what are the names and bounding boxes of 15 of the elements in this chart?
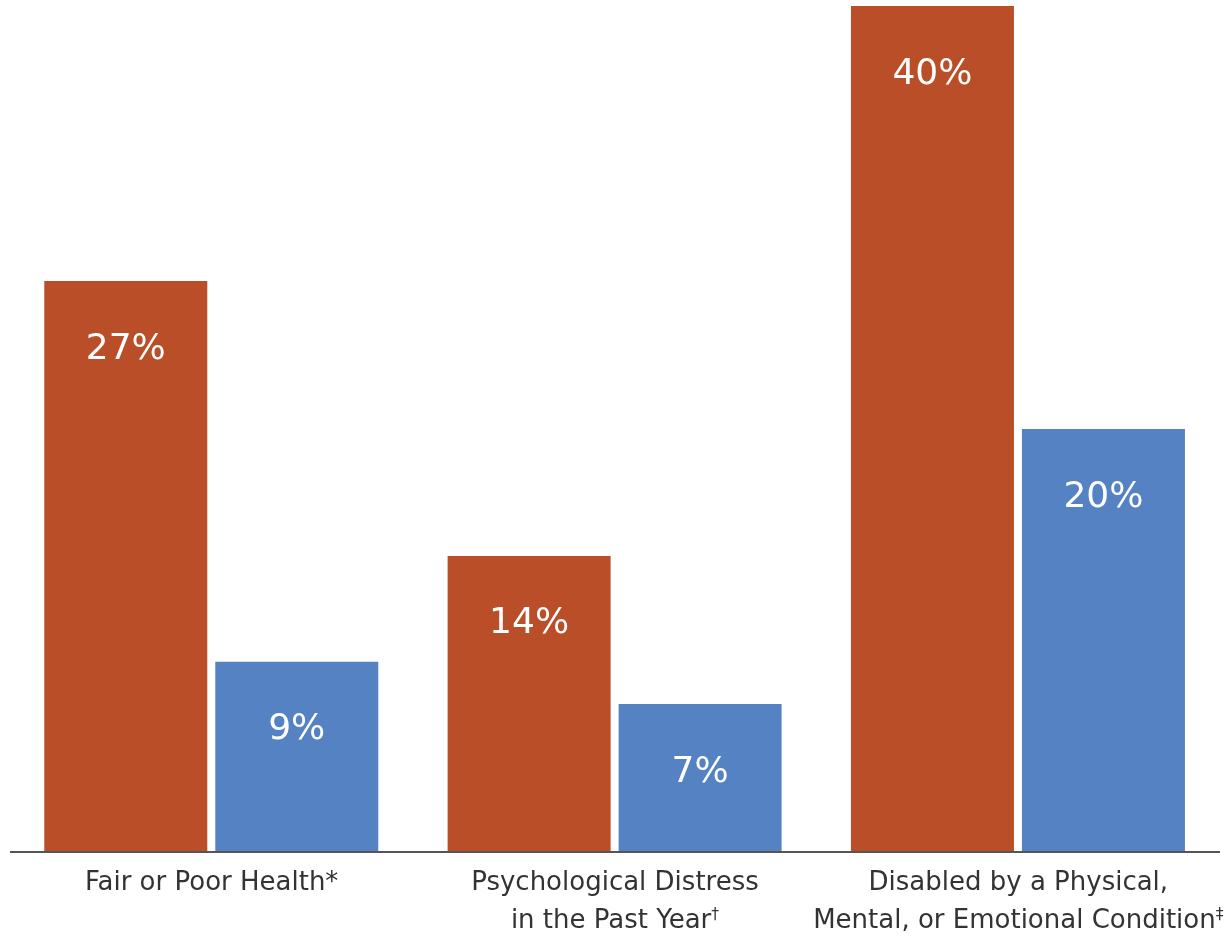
bar	[1021, 429, 1185, 852]
data-label: 14%	[489, 600, 570, 642]
x-tick-label: Fair or Poor Health*	[84, 866, 339, 896]
data-label: 7%	[671, 748, 729, 790]
data-label: 9%	[268, 706, 326, 748]
data-label: 20%	[1063, 473, 1144, 515]
x-tick-label: Psychological Distress in the Past Year$^{†}$	[471, 866, 759, 934]
x-tick-label: Disabled by a Physical, Mental, or Emotional Condition$^{‡}$	[813, 866, 1224, 934]
bar	[447, 555, 611, 852]
bar	[44, 280, 208, 852]
bar	[850, 6, 1014, 852]
data-label: 27%	[85, 325, 166, 367]
data-label: 40%	[892, 50, 973, 92]
bar	[618, 703, 782, 852]
bar	[215, 661, 379, 852]
